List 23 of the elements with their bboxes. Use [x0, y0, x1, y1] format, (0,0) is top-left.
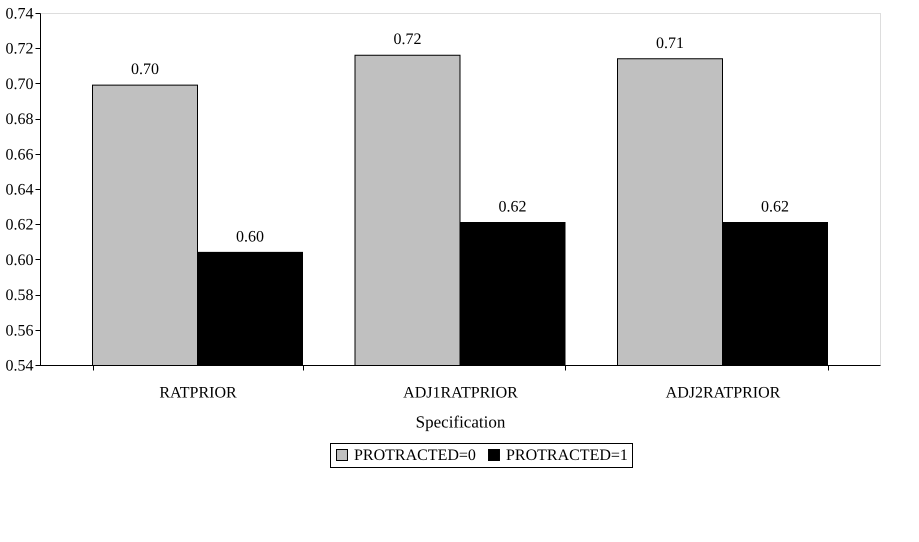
y-tick-label: 0.62	[6, 216, 34, 234]
legend-label: PROTRACTED=0	[354, 447, 476, 464]
data-label: 0.62	[498, 198, 526, 216]
y-tick-label: 0.68	[6, 111, 34, 128]
y-tick-label: 0.72	[6, 40, 34, 58]
y-tick-label: 0.54	[6, 358, 34, 374]
y-tick-label: 0.60	[6, 252, 34, 269]
data-label: 0.70	[131, 61, 159, 78]
legend-label: PROTRACTED=1	[506, 447, 628, 464]
x-tick-label: ADJ2RATPRIOR	[666, 384, 781, 402]
data-label: 0.71	[656, 34, 684, 52]
x-axis-title: Specification	[416, 412, 506, 432]
x-tick-label: RATPRIOR	[159, 384, 237, 402]
data-label: 0.62	[761, 198, 789, 216]
data-label: 0.72	[394, 31, 422, 48]
y-tick-label: 0.58	[6, 287, 34, 304]
y-tick-label: 0.70	[6, 76, 34, 93]
x-tick-label: ADJ1RATPRIOR	[403, 384, 518, 402]
y-tick-label: 0.56	[6, 322, 34, 340]
y-tick-label: 0.74	[6, 6, 34, 22]
y-tick-label: 0.66	[6, 146, 34, 164]
y-tick-label: 0.64	[6, 182, 34, 198]
data-label: 0.60	[236, 228, 264, 246]
